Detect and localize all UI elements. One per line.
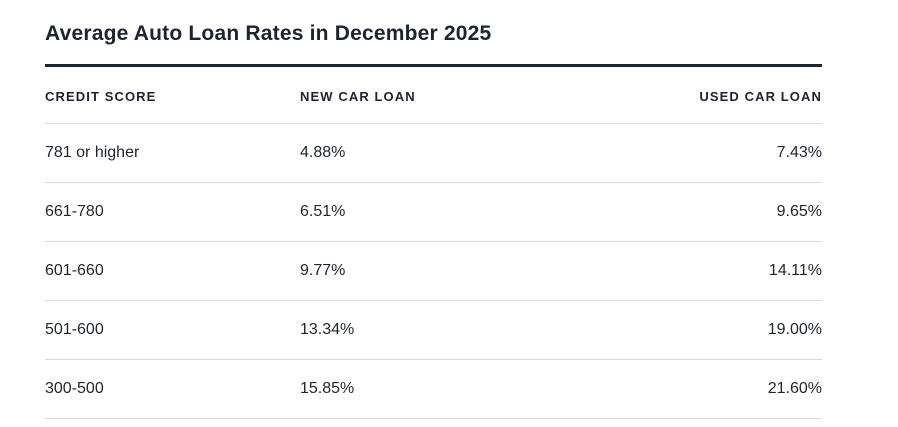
credit-score-cell: 501-600: [45, 300, 300, 360]
used-car-rate-cell: 9.65%: [567, 182, 822, 242]
used-car-rate-cell: 21.60%: [567, 359, 822, 419]
title-rule-divider: [45, 64, 822, 67]
credit-score-cell: 661-780: [45, 182, 300, 242]
new-car-rate-cell: 13.34%: [300, 300, 567, 360]
new-car-rate-cell: 15.85%: [300, 359, 567, 419]
column-header-new-car-loan: NEW CAR LOAN: [300, 67, 567, 124]
new-car-rate-cell: 6.51%: [300, 182, 567, 242]
table-header: CREDIT SCORE NEW CAR LOAN USED CAR LOAN: [45, 67, 822, 124]
header-row: CREDIT SCORE NEW CAR LOAN USED CAR LOAN: [45, 67, 822, 124]
credit-score-cell: 781 or higher: [45, 123, 300, 183]
credit-score-cell: 601-660: [45, 241, 300, 301]
used-car-rate-cell: 7.43%: [567, 123, 822, 183]
new-car-rate-cell: 4.88%: [300, 123, 567, 183]
table-row: 300-500 15.85% 21.60%: [45, 359, 822, 419]
column-header-used-car-loan: USED CAR LOAN: [567, 67, 822, 124]
table-row: 781 or higher 4.88% 7.43%: [45, 123, 822, 183]
loan-rates-table: CREDIT SCORE NEW CAR LOAN USED CAR LOAN …: [45, 67, 822, 419]
column-header-credit-score: CREDIT SCORE: [45, 67, 300, 124]
table-row: 601-660 9.77% 14.11%: [45, 241, 822, 301]
page-title: Average Auto Loan Rates in December 2025: [45, 22, 492, 45]
credit-score-cell: 300-500: [45, 359, 300, 419]
table-row: 501-600 13.34% 19.00%: [45, 300, 822, 360]
table-body: 781 or higher 4.88% 7.43% 661-780 6.51% …: [45, 123, 822, 419]
table-row: 661-780 6.51% 9.65%: [45, 182, 822, 242]
new-car-rate-cell: 9.77%: [300, 241, 567, 301]
used-car-rate-cell: 14.11%: [567, 241, 822, 301]
used-car-rate-cell: 19.00%: [567, 300, 822, 360]
